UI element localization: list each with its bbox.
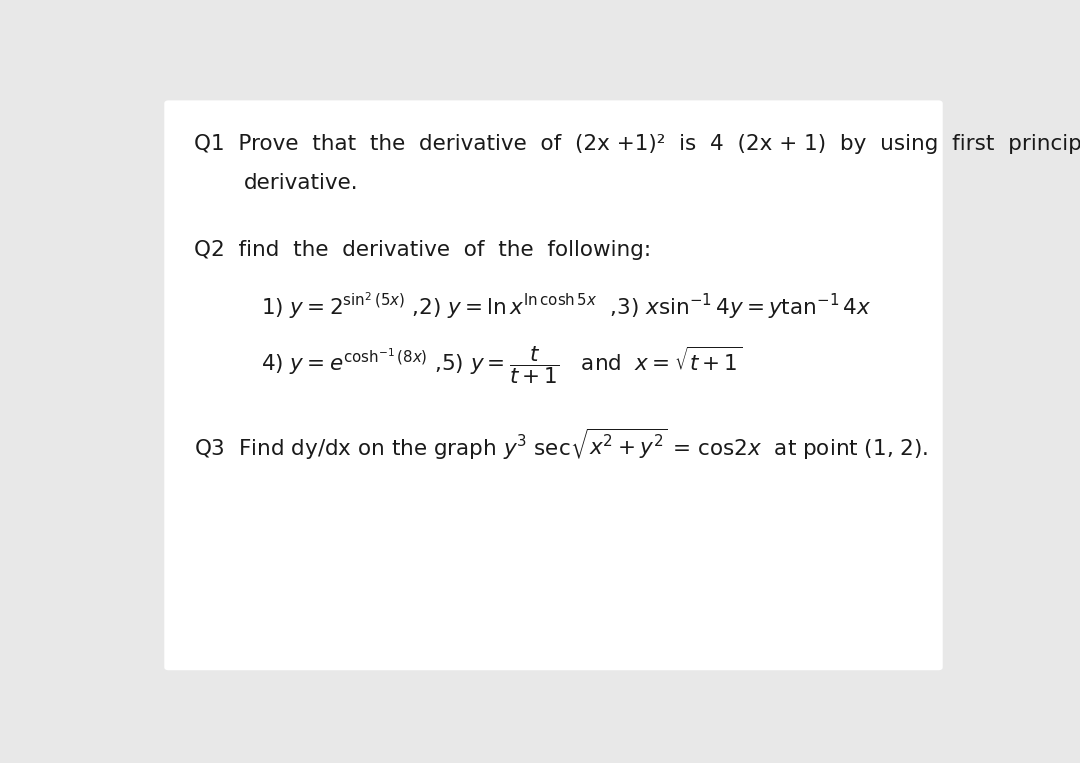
Text: 1) $y = 2^{\sin^2(5x)}$ ,2) $y = \ln x^{\ln \cosh 5x}$  ,3) $x\sin^{-1}4y = y\ta: 1) $y = 2^{\sin^2(5x)}$ ,2) $y = \ln x^{…: [260, 291, 870, 321]
Text: 4) $y = e^{\cosh^{-1}(8x)}$ ,5) $y = \dfrac{t}{t+1}$   and  $x = \sqrt{t+1}$: 4) $y = e^{\cosh^{-1}(8x)}$ ,5) $y = \df…: [260, 344, 742, 385]
Text: derivative.: derivative.: [244, 172, 359, 192]
Text: Q1  Prove  that  the  derivative  of  (2x +1)²  is  4  (2x + 1)  by  using  firs: Q1 Prove that the derivative of (2x +1)²…: [193, 134, 1080, 154]
FancyBboxPatch shape: [164, 101, 943, 670]
Text: Q2  find  the  derivative  of  the  following:: Q2 find the derivative of the following:: [193, 240, 651, 260]
Text: Q3  Find dy/dx on the graph $y^3$ sec$\sqrt{x^2+y^2}$ = cos2$x$  at point (1, 2): Q3 Find dy/dx on the graph $y^3$ sec$\sq…: [193, 427, 928, 462]
